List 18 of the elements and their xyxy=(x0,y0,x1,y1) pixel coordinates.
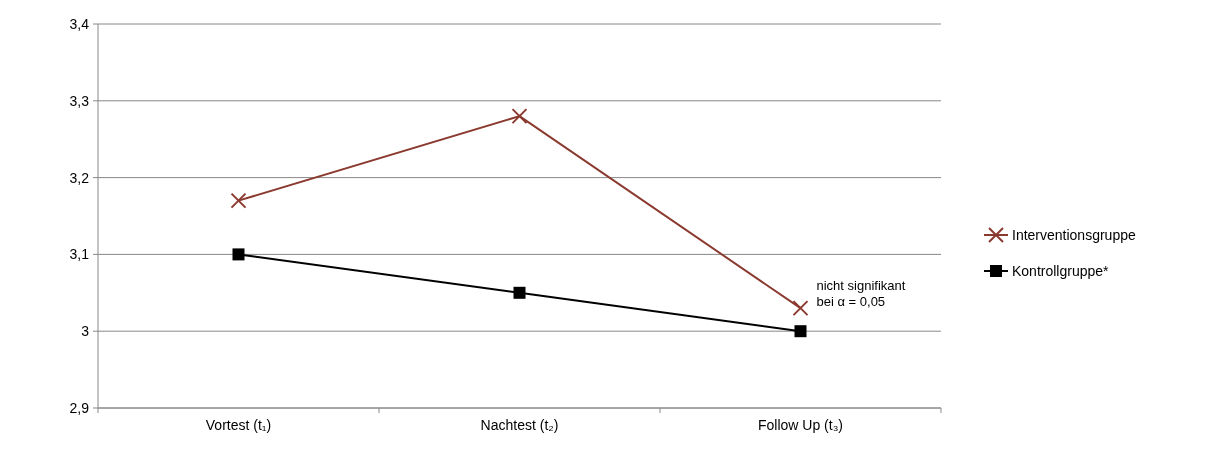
x-tick-label: Nachtest (t₂) xyxy=(480,417,559,433)
x-tick-label: Vortest (t₁) xyxy=(205,417,272,433)
point xyxy=(513,286,526,299)
point xyxy=(794,325,807,338)
y-tick-label: 2,9 xyxy=(69,399,90,416)
y-tick-label: 3,1 xyxy=(69,246,90,263)
point xyxy=(792,300,809,317)
annotation: nicht signifikant bei α = 0,05 xyxy=(816,278,906,310)
y-tick-label: 3 xyxy=(81,323,90,340)
y-tick-label: 3,4 xyxy=(69,15,90,32)
y-tick-label: 3,2 xyxy=(69,169,90,186)
y-tick-label: 3,3 xyxy=(69,92,90,109)
legend-label: Interventionsgruppe xyxy=(1012,226,1136,243)
point xyxy=(511,108,528,125)
point xyxy=(232,248,245,261)
x-tick-label: Follow Up (t₃) xyxy=(757,417,844,433)
point xyxy=(230,192,247,209)
legend-label: Kontrollgruppe* xyxy=(1012,262,1110,279)
